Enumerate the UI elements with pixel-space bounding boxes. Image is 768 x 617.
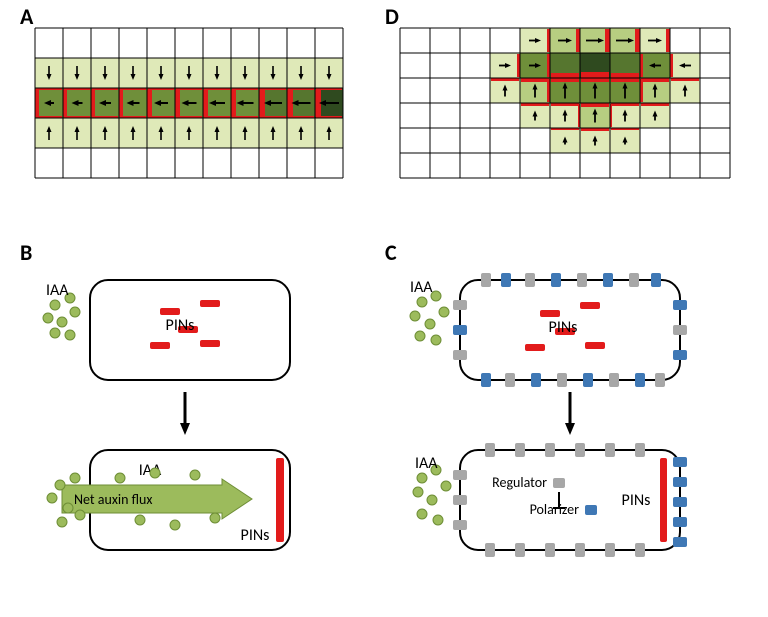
panel-d: D: [385, 3, 730, 178]
figure-canvas: ADBIAAPINsNet auxin fluxIAAPINsCPINsIAAI…: [0, 0, 768, 617]
svg-text:IAA: IAA: [410, 278, 433, 297]
panel-a: A: [20, 3, 343, 178]
svg-text:D: D: [385, 3, 399, 30]
svg-text:IAA: IAA: [415, 454, 438, 473]
svg-text:Polarizer: Polarizer: [530, 501, 580, 518]
panel-b: BIAAPINsNet auxin fluxIAAPINs: [20, 239, 290, 550]
svg-text:PINs: PINs: [166, 316, 195, 335]
svg-text:C: C: [385, 239, 397, 266]
panel-c: C PINs IAA IAA PINs Regulator Polarizer: [385, 239, 687, 557]
svg-text:A: A: [20, 3, 34, 30]
svg-text:IAA: IAA: [46, 281, 69, 300]
svg-text:Regulator: Regulator: [492, 474, 547, 491]
svg-text:Net auxin flux: Net auxin flux: [74, 491, 152, 508]
svg-text:PINs: PINs: [241, 526, 270, 545]
svg-text:B: B: [20, 239, 32, 266]
svg-text:PINs: PINs: [549, 318, 578, 337]
svg-text:PINs: PINs: [622, 491, 651, 510]
